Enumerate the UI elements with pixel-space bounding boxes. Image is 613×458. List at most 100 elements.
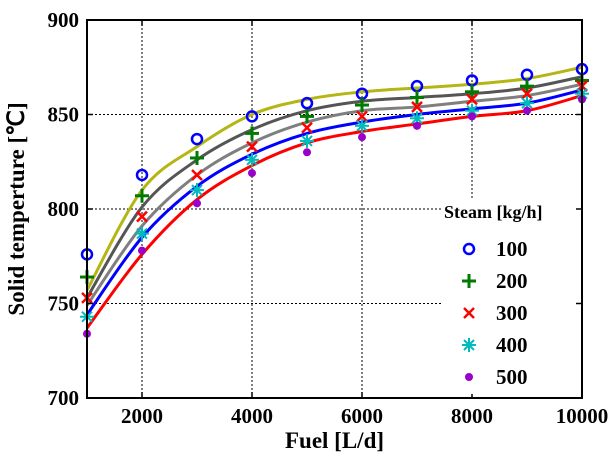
marker-stroke: [191, 169, 203, 181]
data-point-500: [248, 169, 256, 178]
legend-title: Steam [kg/h]: [444, 202, 543, 222]
axis-ticks: 2000 4000 6000 8000 10000 700 750 800 850 900: [48, 8, 609, 428]
marker-circle: [410, 79, 424, 93]
x-tick-label: 10000: [556, 404, 609, 428]
data-point-100: [135, 168, 149, 182]
marker-dot: [303, 148, 311, 157]
data-point-100: [410, 79, 424, 93]
data-point-500: [193, 199, 201, 208]
y-tick-label: 900: [48, 8, 80, 32]
marker-dot: [358, 133, 366, 142]
data-point-400: [300, 133, 314, 148]
marker-dot: [465, 373, 473, 381]
marker-stroke: [136, 227, 148, 240]
marker-dot: [523, 106, 531, 115]
data-point-100: [190, 132, 204, 146]
legend-marker-400: [462, 338, 476, 352]
fit-line-500: [85, 94, 583, 329]
marker-circle: [245, 110, 259, 123]
data-point-200: [520, 79, 534, 94]
data-point-500: [523, 106, 531, 115]
marker-dot: [138, 246, 146, 255]
data-point-400: [245, 152, 259, 167]
legend-label-300: 300: [496, 301, 528, 325]
data-point-500: [468, 112, 476, 121]
marker-circle: [190, 132, 204, 146]
legend-marker-300: [463, 307, 475, 319]
y-tick-label: 800: [48, 197, 80, 221]
marker-stroke: [191, 184, 203, 196]
fit-line-300: [85, 82, 583, 307]
legend-marker-100: [462, 242, 476, 256]
data-point-200: [465, 84, 479, 99]
marker-stroke: [246, 140, 258, 153]
y-tick-label: 700: [48, 386, 80, 410]
marker-stroke: [466, 105, 478, 117]
legend-label-500: 500: [496, 365, 528, 389]
marker-stroke: [356, 120, 368, 132]
marker-stroke: [136, 210, 148, 223]
marker-stroke: [463, 339, 475, 351]
data-point-200: [300, 109, 314, 124]
fit-line-200: [85, 75, 583, 299]
data-point-400: [355, 118, 369, 133]
x-axis-label: Fuel [L/d]: [285, 428, 384, 453]
data-point-300: [301, 121, 313, 134]
marker-stroke: [411, 101, 423, 113]
data-point-300: [356, 110, 368, 123]
data-point-300: [191, 169, 203, 181]
data-point-300: [411, 101, 423, 113]
legend-label-200: 200: [496, 269, 528, 293]
marker-stroke: [463, 307, 475, 319]
y-tick-label: 750: [48, 292, 80, 316]
y-tick-label: 850: [48, 103, 80, 127]
marker-stroke: [301, 135, 313, 147]
data-point-300: [466, 93, 478, 106]
data-point-200: [135, 188, 149, 203]
marker-circle: [135, 168, 149, 182]
data-point-300: [521, 87, 533, 100]
data-point-200: [355, 98, 369, 113]
data-point-400: [190, 183, 204, 198]
data-point-300: [136, 210, 148, 223]
marker-stroke: [466, 93, 478, 106]
marker-dot: [413, 121, 421, 130]
legend-marker-200: [462, 274, 476, 288]
x-tick-label: 6000: [341, 404, 383, 428]
marker-dot: [193, 199, 201, 208]
legend-background: [442, 200, 576, 394]
x-tick-label: 2000: [121, 404, 163, 428]
x-tick-label: 8000: [451, 404, 493, 428]
marker-dot: [248, 169, 256, 178]
marker-stroke: [246, 154, 258, 166]
marker-circle: [300, 96, 314, 110]
data-point-200: [245, 126, 259, 141]
marker-circle: [462, 242, 476, 256]
legend-label-400: 400: [496, 333, 528, 357]
legend-label-100: 100: [496, 237, 528, 261]
data-point-200: [190, 150, 204, 165]
data-point-100: [245, 110, 259, 123]
legend: Steam [kg/h] 100 200 300 400 500: [442, 200, 576, 394]
data-point-400: [135, 226, 149, 241]
marker-stroke: [411, 112, 423, 124]
data-point-500: [138, 246, 146, 255]
fit-line-100: [85, 65, 583, 291]
marker-stroke: [521, 97, 533, 109]
data-point-200: [410, 90, 424, 105]
marker-stroke: [521, 87, 533, 100]
fit-lines: [85, 65, 583, 329]
legend-marker-500: [465, 373, 473, 381]
y-axis-label: Solid temperture [℃]: [4, 102, 29, 315]
data-point-100: [300, 96, 314, 110]
marker-stroke: [356, 110, 368, 123]
data-point-300: [246, 140, 258, 153]
fit-line-400: [85, 88, 583, 316]
marker-stroke: [301, 121, 313, 134]
data-point-500: [358, 133, 366, 142]
x-tick-label: 4000: [231, 404, 273, 428]
marker-dot: [468, 112, 476, 121]
data-point-500: [303, 148, 311, 157]
data-point-500: [413, 121, 421, 130]
